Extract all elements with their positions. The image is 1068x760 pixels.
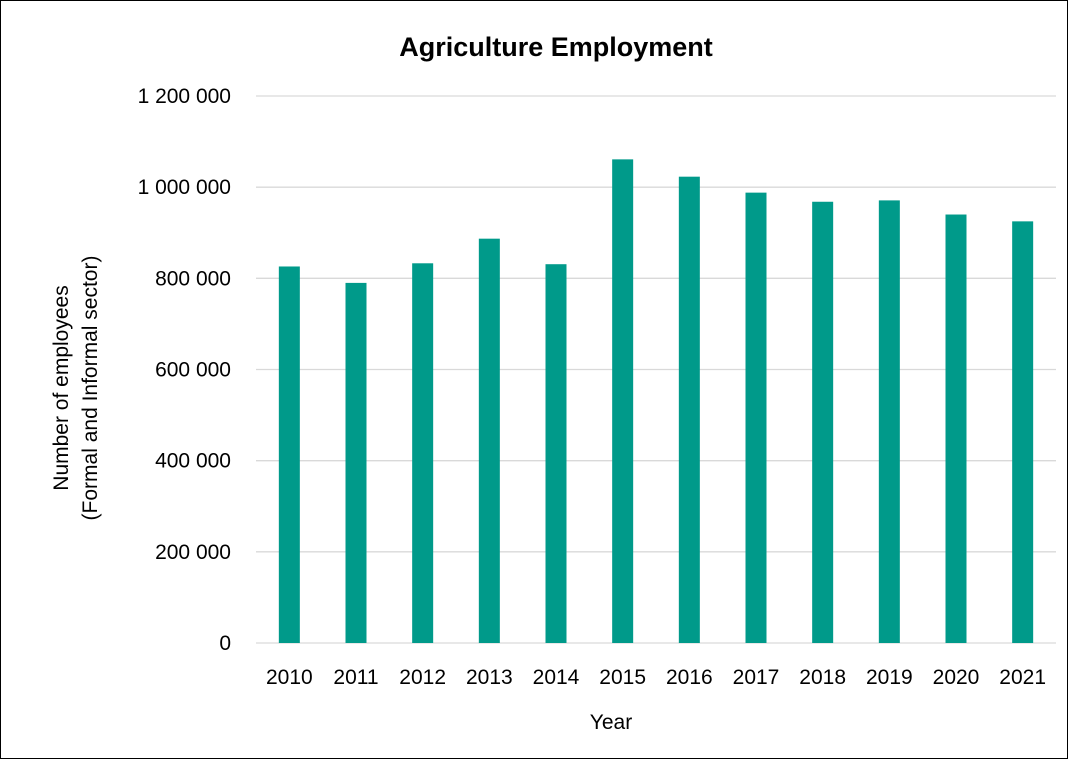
x-axis-tick-labels: 2010 2011 2012 2013 2014 2015 2016 2017 2018 2019…	[266, 666, 1046, 689]
chart-title: Agriculture Employment	[399, 32, 713, 62]
x-tick-label-2012: 2012	[399, 666, 446, 689]
x-tick-label-2010: 2010	[266, 666, 313, 689]
y-tick-label: 200 000	[155, 541, 231, 564]
y-axis-title-line-2: (Formal and Informal sector)	[79, 256, 102, 521]
bar-2012	[412, 263, 434, 643]
y-tick-label: 600 000	[155, 359, 231, 382]
y-axis-title: Number of employees (Formal and Informal…	[50, 256, 102, 521]
bar-2017	[745, 192, 767, 644]
y-axis-tick-labels: 0 200 000 400 000 600 000 800 000 1 000 000 1 …	[138, 85, 231, 655]
x-tick-label-2020: 2020	[933, 666, 980, 689]
bar-2021	[1012, 221, 1034, 643]
bar-2016	[678, 176, 700, 643]
x-tick-label-2019: 2019	[866, 666, 913, 689]
x-tick-label-2021: 2021	[999, 666, 1046, 689]
bar-2014	[545, 264, 567, 643]
x-tick-label-2018: 2018	[799, 666, 846, 689]
x-tick-label-2011: 2011	[333, 666, 378, 689]
x-axis-title: Year	[590, 711, 632, 734]
y-tick-label: 0	[219, 632, 231, 655]
bar-2018	[812, 201, 834, 643]
y-tick-label: 1 200 000	[138, 85, 231, 108]
bar-2013	[478, 238, 500, 643]
bar-2010	[278, 266, 300, 643]
y-axis-title-line-1: Number of employees	[50, 285, 73, 490]
x-tick-label-2013: 2013	[466, 666, 513, 689]
y-tick-label: 800 000	[155, 267, 231, 290]
x-tick-label-2016: 2016	[666, 666, 713, 689]
bar-2015	[612, 159, 634, 643]
bar-2011	[345, 282, 367, 643]
x-tick-label-2017: 2017	[733, 666, 780, 689]
gridlines	[256, 95, 1056, 644]
y-tick-label: 1 000 000	[138, 176, 231, 199]
x-tick-label-2015: 2015	[599, 666, 646, 689]
bars	[278, 159, 1034, 644]
x-tick-label-2014: 2014	[533, 666, 580, 689]
y-tick-label: 400 000	[155, 450, 231, 473]
bar-2020	[945, 214, 967, 643]
bar-2019	[878, 200, 900, 643]
